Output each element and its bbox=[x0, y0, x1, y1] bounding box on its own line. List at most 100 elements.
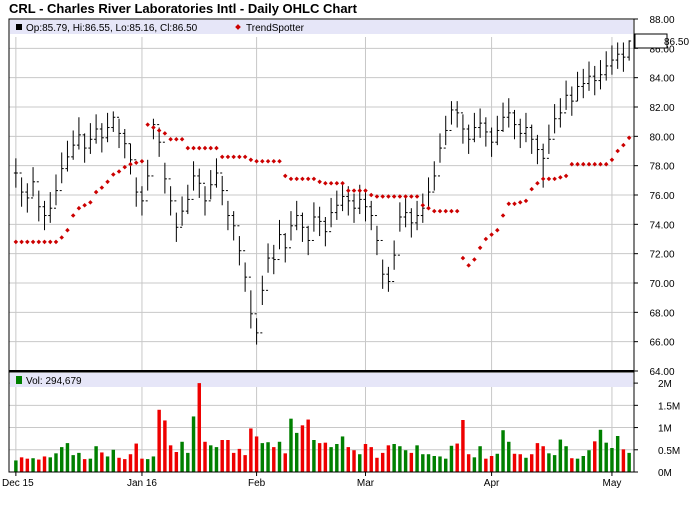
volume-bar bbox=[174, 452, 179, 472]
volume-bar bbox=[272, 447, 276, 472]
volume-bar bbox=[209, 445, 213, 472]
volume-bar bbox=[398, 446, 402, 472]
trendspotter-legend-text: TrendSpotter bbox=[246, 23, 305, 34]
volume-bar bbox=[134, 443, 138, 472]
volume-bar bbox=[375, 457, 379, 472]
trendspotter-point bbox=[432, 208, 437, 214]
volume-bar bbox=[541, 446, 545, 472]
trendspotter-point bbox=[323, 181, 328, 186]
trendspotter-point bbox=[47, 239, 53, 245]
trendspotter-point bbox=[65, 227, 70, 233]
price-tick-label: 80.00 bbox=[649, 132, 674, 143]
trendspotter-point bbox=[391, 194, 397, 199]
volume-bar bbox=[300, 425, 305, 472]
price-tick-label: 68.00 bbox=[649, 308, 674, 319]
volume-bar bbox=[25, 458, 30, 472]
time-tick-label: Apr bbox=[484, 478, 500, 489]
trendspotter-point bbox=[288, 176, 294, 182]
volume-bar bbox=[570, 458, 574, 472]
volume-bar bbox=[65, 443, 70, 472]
last-price-label: 86.50 bbox=[664, 37, 689, 48]
volume-tick-label: 2M bbox=[658, 379, 672, 390]
volume-bar bbox=[432, 456, 436, 472]
volume-bar bbox=[535, 443, 540, 472]
trendspotter-point bbox=[36, 239, 42, 245]
trendspotter-point bbox=[70, 213, 76, 218]
time-tick-label: Jan 16 bbox=[127, 478, 157, 489]
trendspotter-point bbox=[374, 194, 380, 199]
volume-bar bbox=[352, 450, 356, 472]
volume-bar bbox=[42, 456, 47, 472]
volume-bar bbox=[54, 453, 58, 472]
volume-bar bbox=[186, 452, 190, 472]
volume-tick-label: 0M bbox=[658, 468, 672, 479]
trendspotter-point bbox=[500, 213, 506, 218]
volume-bar bbox=[495, 453, 500, 472]
volume-bar bbox=[283, 453, 287, 472]
trendspotter-point bbox=[472, 257, 477, 262]
volume-bar bbox=[82, 459, 87, 472]
volume-bar bbox=[455, 443, 459, 472]
volume-bar bbox=[449, 445, 454, 472]
trendspotter-point bbox=[59, 235, 64, 240]
volume-bar bbox=[524, 457, 528, 472]
volume-bar bbox=[426, 454, 431, 472]
volume-bar bbox=[100, 452, 104, 472]
trendspotter-point bbox=[443, 208, 448, 214]
trendspotter-point bbox=[99, 185, 105, 190]
volume-bar bbox=[48, 457, 52, 472]
trendspotter-point bbox=[426, 205, 431, 211]
volume-bar bbox=[421, 454, 425, 472]
volume-bar bbox=[260, 443, 265, 472]
volume-bar bbox=[151, 456, 156, 472]
volume-bar bbox=[415, 445, 419, 472]
volume-bar bbox=[163, 420, 167, 472]
trendspotter-point bbox=[265, 159, 271, 164]
volume-bar bbox=[140, 458, 144, 472]
trendspotter-point bbox=[409, 194, 414, 199]
volume-bar bbox=[214, 447, 219, 472]
volume-bar bbox=[346, 447, 351, 472]
volume-bar bbox=[312, 440, 316, 472]
trendspotter-point bbox=[151, 125, 156, 130]
volume-bar bbox=[249, 428, 253, 472]
volume-bar bbox=[392, 444, 396, 472]
trendspotter-point bbox=[466, 263, 471, 268]
chart-title: CRL - Charles River Laboratories Intl - … bbox=[9, 1, 358, 16]
price-tick-label: 82.00 bbox=[649, 103, 674, 114]
trendspotter-point bbox=[105, 179, 110, 185]
volume-bar bbox=[529, 454, 534, 472]
trendspotter-point bbox=[414, 194, 420, 199]
volume-bar bbox=[409, 452, 414, 472]
volume-bar bbox=[552, 455, 557, 472]
volume-bar bbox=[403, 450, 408, 472]
volume-bar bbox=[105, 456, 110, 472]
volume-bar bbox=[340, 436, 345, 472]
price-legend-swatch bbox=[16, 24, 22, 30]
volume-bar bbox=[478, 446, 482, 472]
volume-bar bbox=[31, 458, 35, 472]
trendspotter-point bbox=[260, 159, 265, 164]
trendspotter-point bbox=[111, 172, 116, 177]
trendspotter-point bbox=[88, 200, 93, 205]
trendspotter-point bbox=[403, 194, 408, 199]
volume-bar bbox=[77, 452, 81, 472]
volume-bar bbox=[111, 449, 116, 472]
volume-tick-label: 1M bbox=[658, 424, 672, 435]
price-tick-label: 66.00 bbox=[649, 338, 674, 349]
volume-bar bbox=[610, 448, 614, 472]
trendspotter-point bbox=[460, 255, 466, 261]
volume-bar bbox=[254, 436, 259, 472]
volume-bar bbox=[627, 452, 631, 472]
trendspotter-point bbox=[277, 159, 282, 164]
volume-bar bbox=[444, 458, 448, 472]
trendspotter-point bbox=[334, 181, 340, 186]
volume-bar bbox=[289, 418, 293, 472]
volume-bar bbox=[598, 429, 603, 472]
volume-bar bbox=[466, 454, 471, 472]
price-legend-text: Op:85.79, Hi:86.55, Lo:85.16, Cl:86.50 bbox=[26, 23, 198, 34]
trendspotter-point bbox=[380, 194, 385, 199]
trendspotter-point bbox=[328, 181, 334, 186]
volume-bar bbox=[380, 452, 385, 472]
time-tick-label: Feb bbox=[248, 478, 266, 489]
